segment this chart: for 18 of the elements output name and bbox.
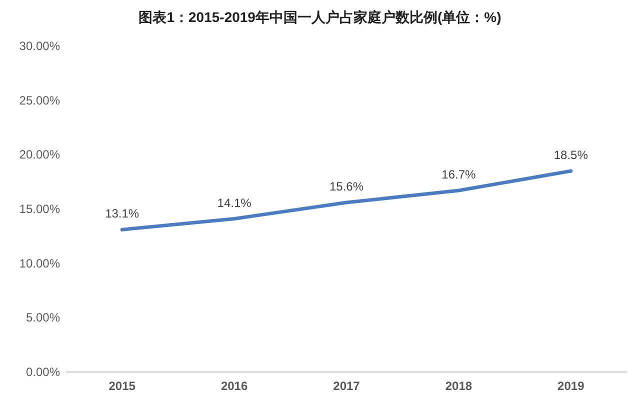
y-tick-label: 20.00% bbox=[19, 148, 60, 162]
data-label: 18.5% bbox=[554, 148, 588, 162]
y-tick-label: 30.00% bbox=[19, 39, 60, 53]
y-tick-label: 10.00% bbox=[19, 256, 60, 270]
x-tick-label: 2019 bbox=[558, 379, 585, 393]
x-tick-label: 2015 bbox=[108, 379, 136, 393]
data-label: 15.6% bbox=[329, 179, 364, 194]
y-tick-label: 25.00% bbox=[19, 93, 60, 108]
data-label: 16.7% bbox=[442, 168, 476, 182]
x-tick-label: 2018 bbox=[445, 379, 472, 393]
y-tick-label: 15.00% bbox=[19, 202, 60, 216]
y-tick-label: 0.00% bbox=[26, 365, 60, 379]
data-label: 13.1% bbox=[105, 206, 140, 221]
title: 图表1：2015-2019年中国一人户占家庭户数比例(单位：%) bbox=[138, 9, 502, 25]
x-tick-label: 2016 bbox=[220, 379, 248, 393]
data-label: 14.1% bbox=[217, 196, 252, 210]
y-tick-label: 5.00% bbox=[26, 310, 60, 325]
x-tick-label: 2017 bbox=[333, 379, 360, 393]
